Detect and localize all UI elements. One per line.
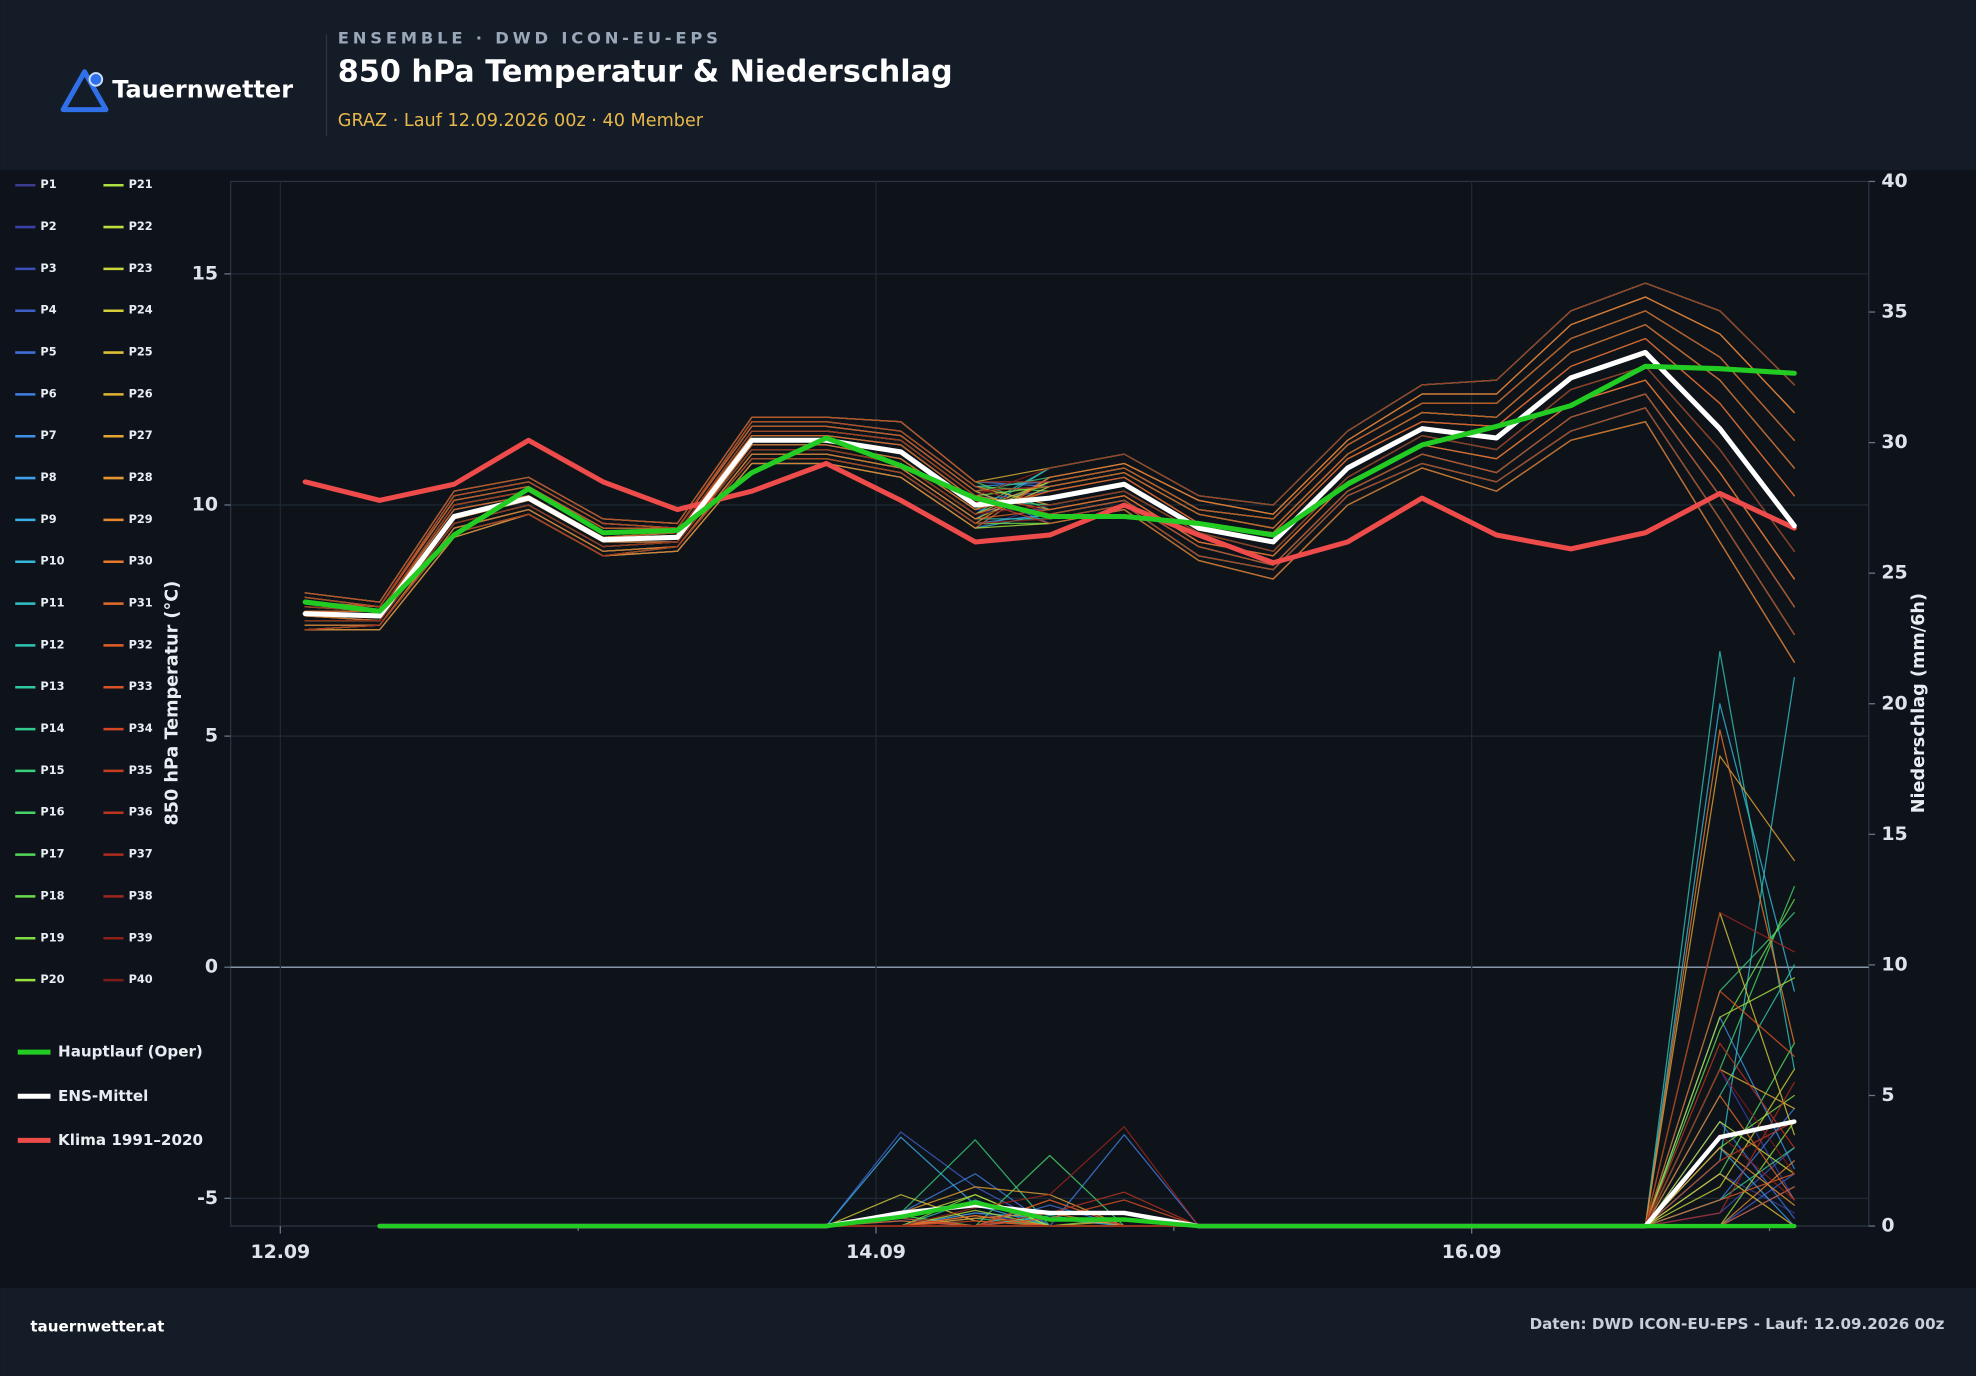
legend-label: P29 [129,512,153,526]
legend-label: P31 [129,596,153,610]
legend-label: P6 [40,386,56,400]
footer-source: Daten: DWD ICON-EU-EPS - Lauf: 12.09.202… [1530,1315,1945,1333]
y2-tick-label: 35 [1881,301,1907,323]
member-temp-line [304,379,1795,626]
legend-label: P2 [40,219,56,233]
legend-label: P38 [129,888,153,902]
y-tick-label: 0 [205,956,218,978]
temp-line [302,363,1797,614]
y2-tick-label: 40 [1881,170,1907,192]
legend-label: P1 [40,177,56,191]
legend-label: P19 [40,930,64,944]
legend-label: P21 [129,177,153,191]
legend-label: Klima 1991–2020 [58,1131,203,1149]
legend-label: P23 [129,261,153,275]
legend-label: ENS-Mittel [58,1087,148,1105]
legend-label: P20 [40,972,64,986]
legend-label: P13 [40,679,64,693]
legend-label: P24 [129,303,153,317]
legend-label: P33 [129,679,153,693]
temp-line [302,437,1797,566]
legend-label: P10 [40,554,64,568]
legend-label: Hauptlauf (Oper) [58,1043,203,1061]
logo-dot [88,72,104,87]
legend-label: P40 [129,972,153,986]
legend-label: P11 [40,596,64,610]
y2-tick-label: 15 [1881,823,1907,845]
y2-tick-label: 5 [1881,1084,1894,1106]
x-tick-label: 14.09 [846,1241,906,1263]
legend-label: P28 [129,470,153,484]
legend-label: P35 [129,763,153,777]
y-tick-label: 15 [192,262,218,284]
logo-icon [60,69,109,113]
logo-text: Tauernwetter [112,76,293,104]
member-temp-line [304,365,1795,622]
legend-label: P3 [40,261,56,275]
legend-label: P39 [129,930,153,944]
legend-label: P7 [40,428,56,442]
legend-label: P30 [129,554,153,568]
legend-label: P9 [40,512,56,526]
legend-label: P26 [129,386,153,400]
legend-label: P34 [129,721,153,735]
member-temp-line [304,324,1795,608]
legend-label: P25 [129,345,153,359]
legend-label: P17 [40,847,64,861]
y-tick-label: -5 [197,1187,218,1209]
plot-area [230,180,1870,1227]
legend-label: P12 [40,637,64,651]
legend-label: P22 [129,219,153,233]
x-tick-label: 16.09 [1442,1241,1502,1263]
y2-tick-label: 30 [1881,431,1907,453]
y2-axis-label: Niederschlag (mm/6h) [1909,593,1929,813]
y-axis-label: 850 hPa Temperatur (°C) [163,581,183,826]
legend-label: P27 [129,428,153,442]
legend-label: P15 [40,763,64,777]
precip-line [377,1200,1797,1229]
y2-tick-label: 25 [1881,562,1907,584]
y2-tick-label: 10 [1881,953,1907,975]
x-tick-label: 12.09 [250,1241,310,1263]
legend-label: P16 [40,805,64,819]
y2-tick-label: 0 [1881,1215,1894,1237]
legend-label: P5 [40,345,56,359]
footer-site: tauernwetter.at [30,1317,164,1335]
member-temp-line [304,310,1795,603]
legend-label: P8 [40,470,56,484]
legend-label: P36 [129,805,153,819]
legend-label: P18 [40,888,64,902]
legend-label: P4 [40,303,56,317]
chart-subtitle: GRAZ · Lauf 12.09.2026 00z · 40 Member [338,111,704,131]
y-tick-label: 10 [192,493,218,515]
legend-label: P37 [129,847,153,861]
footer-bar [0,1287,1976,1376]
temp-line [302,349,1797,619]
legend-label: P32 [129,637,153,651]
y2-tick-label: 20 [1881,692,1907,714]
eyebrow: ENSEMBLE · DWD ICON-EU-EPS [338,29,722,48]
chart-title: 850 hPa Temperatur & Niederschlag [338,55,953,90]
header-bar [0,0,1976,171]
y-tick-label: 5 [205,725,218,747]
legend-label: P14 [40,721,64,735]
